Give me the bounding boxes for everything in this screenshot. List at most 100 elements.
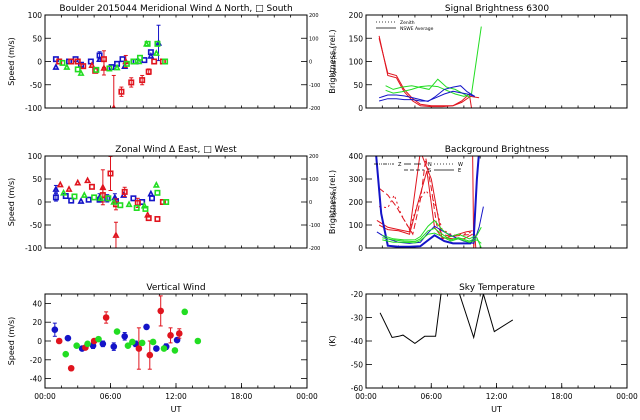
legend-label: N	[428, 162, 432, 168]
data-point-blue	[110, 343, 118, 350]
panel-background-brightness: Background Brightness Brightness (rel.) 0 1…	[328, 145, 628, 253]
square-marker-red	[145, 68, 152, 75]
square-marker-red	[154, 216, 161, 223]
x-axis-label: UT	[491, 405, 502, 414]
triangle-marker-green	[77, 69, 85, 76]
y-axis-label: Speed (m/s)	[7, 317, 16, 366]
y-axis-label: Brightness (rel.)	[328, 170, 337, 234]
chart-title: Zonal Wind Δ East, □ West	[115, 145, 237, 155]
right-y-tick-label: -100	[309, 223, 320, 229]
y-tick-label: 50	[353, 81, 363, 90]
chart-title: Vertical Wind	[146, 283, 205, 293]
chart-title: Sky Temperature	[459, 283, 535, 293]
chart-title: Signal Brightness 6300	[445, 4, 549, 14]
data-point-green	[181, 308, 189, 316]
right-y-tick-label: -100	[309, 83, 320, 89]
legend-label: Z	[398, 162, 402, 168]
plot-frame	[44, 293, 308, 389]
y-tick-label: -50	[351, 361, 363, 370]
triangle-marker-blue	[96, 55, 104, 62]
right-y-tick-label: 100	[309, 36, 319, 42]
square-marker-green	[71, 193, 78, 200]
y-tick-label: 0	[37, 198, 42, 207]
square-marker-red	[80, 63, 87, 70]
square-marker-blue	[52, 194, 59, 201]
triangle-marker-red	[88, 61, 96, 69]
triangle-marker-red	[112, 231, 120, 238]
triangle-marker-green	[113, 63, 121, 71]
square-marker-green	[163, 199, 170, 206]
square-marker-blue	[85, 196, 92, 203]
legend-label: E	[458, 168, 461, 174]
y-axis-label: (K)	[328, 335, 337, 347]
x-tick-label: 12:00	[486, 392, 508, 401]
triangle-marker-blue	[147, 51, 155, 59]
square-marker-green	[93, 66, 100, 73]
data-point-blue	[51, 326, 59, 334]
x-tick-label: 00:00	[355, 392, 377, 401]
triangle-marker-red	[65, 185, 73, 192]
data-point-green	[194, 337, 202, 345]
y-tick-label: -40	[30, 375, 42, 384]
triangle-marker-green	[152, 49, 160, 56]
y-tick-label: 150	[349, 34, 364, 43]
series-line-red-2	[378, 38, 472, 108]
square-marker-red	[128, 79, 135, 86]
series-line-green-2	[382, 227, 482, 248]
y-axis-label: Speed (m/s)	[7, 178, 16, 227]
data-point-green	[95, 335, 102, 343]
square-marker-red	[121, 188, 128, 195]
y-tick-label: 100	[28, 11, 43, 20]
data-point-red	[175, 330, 183, 337]
triangle-marker-green	[60, 188, 68, 196]
series-line-red-solid-2	[378, 170, 473, 240]
right-y-tick-label: 0	[309, 60, 312, 66]
square-marker-red	[107, 170, 114, 177]
x-tick-label: 12:00	[165, 392, 187, 401]
triangle-marker-green	[140, 201, 148, 209]
y-tick-label: 400	[349, 152, 364, 161]
data-point-red	[67, 364, 75, 372]
y-tick-label: 200	[349, 11, 364, 20]
data-point-blue	[64, 334, 72, 342]
square-marker-green	[133, 204, 140, 211]
square-marker-green	[130, 58, 137, 65]
y-tick-label: 100	[349, 58, 364, 67]
y-tick-label: 50	[32, 175, 42, 184]
legend-label: Zenith	[400, 20, 415, 26]
plot-frame	[44, 155, 308, 249]
panel-vertical-wind: Vertical Wind Speed (m/s) UT -40 -20 0 20 40 00:…	[7, 283, 318, 414]
data-point-red	[55, 337, 63, 345]
square-marker-blue	[119, 56, 126, 63]
series-line-green-2	[385, 26, 482, 97]
y-tick-label: 100	[349, 221, 364, 230]
y-tick-label: 0	[37, 58, 42, 67]
data-point-red	[157, 307, 165, 315]
y-tick-label: 40	[32, 299, 42, 308]
right-y-tick-label: 200	[309, 13, 319, 19]
data-point-green	[149, 338, 157, 346]
square-marker-red	[68, 58, 75, 65]
data-point-green	[160, 345, 168, 352]
data-point-blue	[99, 340, 107, 348]
x-tick-label: 06:00	[420, 392, 442, 401]
triangle-marker-blue	[52, 185, 60, 192]
triangle-marker-red	[100, 64, 108, 71]
data-point-green	[62, 350, 70, 358]
plot-area	[379, 294, 514, 345]
data-point-blue	[121, 333, 128, 340]
square-marker-red	[88, 183, 95, 190]
y-tick-label: -20	[30, 356, 42, 365]
x-tick-label: 00:00	[34, 392, 56, 401]
square-marker-green	[144, 40, 151, 47]
y-tick-label: -40	[351, 337, 363, 346]
square-marker-blue	[130, 195, 137, 202]
square-marker-green	[74, 66, 81, 73]
y-tick-label: 0	[358, 244, 363, 253]
y-tick-label: -100	[25, 104, 42, 113]
right-y-axis-label: Speed (m/s)	[332, 187, 338, 217]
y-tick-label: -50	[30, 221, 42, 230]
data-point-green	[124, 342, 132, 350]
plot-frame	[365, 14, 628, 109]
square-marker-green	[105, 195, 112, 202]
